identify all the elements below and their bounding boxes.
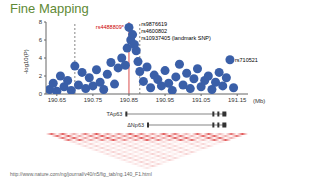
svg-text:4: 4 [39,55,43,61]
svg-text:rs9876619: rs9876619 [141,21,167,27]
html-text:http://www.nature.com/ng/journ: http://www.nature.com/ng/journal/v40/n5/… [10,171,152,177]
svg-text:190.85: 190.85 [120,97,139,103]
svg-text:6: 6 [39,37,43,43]
svg-text:0: 0 [39,91,43,97]
svg-text:rs710521: rs710521 [235,57,258,63]
svg-text:ΔNp63: ΔNp63 [127,122,144,128]
svg-text:rs10937405 (landmark SNP): rs10937405 (landmark SNP) [141,35,211,41]
svg-text:191.05: 191.05 [192,97,211,103]
svg-text:190.75: 190.75 [84,97,103,103]
svg-text:190.65: 190.65 [48,97,67,103]
svg-text:rs4600802: rs4600802 [141,28,167,34]
svg-text:191.15: 191.15 [228,97,247,103]
svg-text:190.95: 190.95 [156,97,175,103]
svg-text:rs4488809*: rs4488809* [96,24,125,30]
svg-text:(Mb): (Mb) [253,98,265,104]
svg-text:2: 2 [39,73,43,79]
svg-text:TAp63: TAp63 [107,111,123,117]
svg-text:8: 8 [39,19,43,25]
svg-text:-log10(P): -log10(P) [23,49,29,74]
html-text:Fine Mapping: Fine Mapping [10,1,89,16]
